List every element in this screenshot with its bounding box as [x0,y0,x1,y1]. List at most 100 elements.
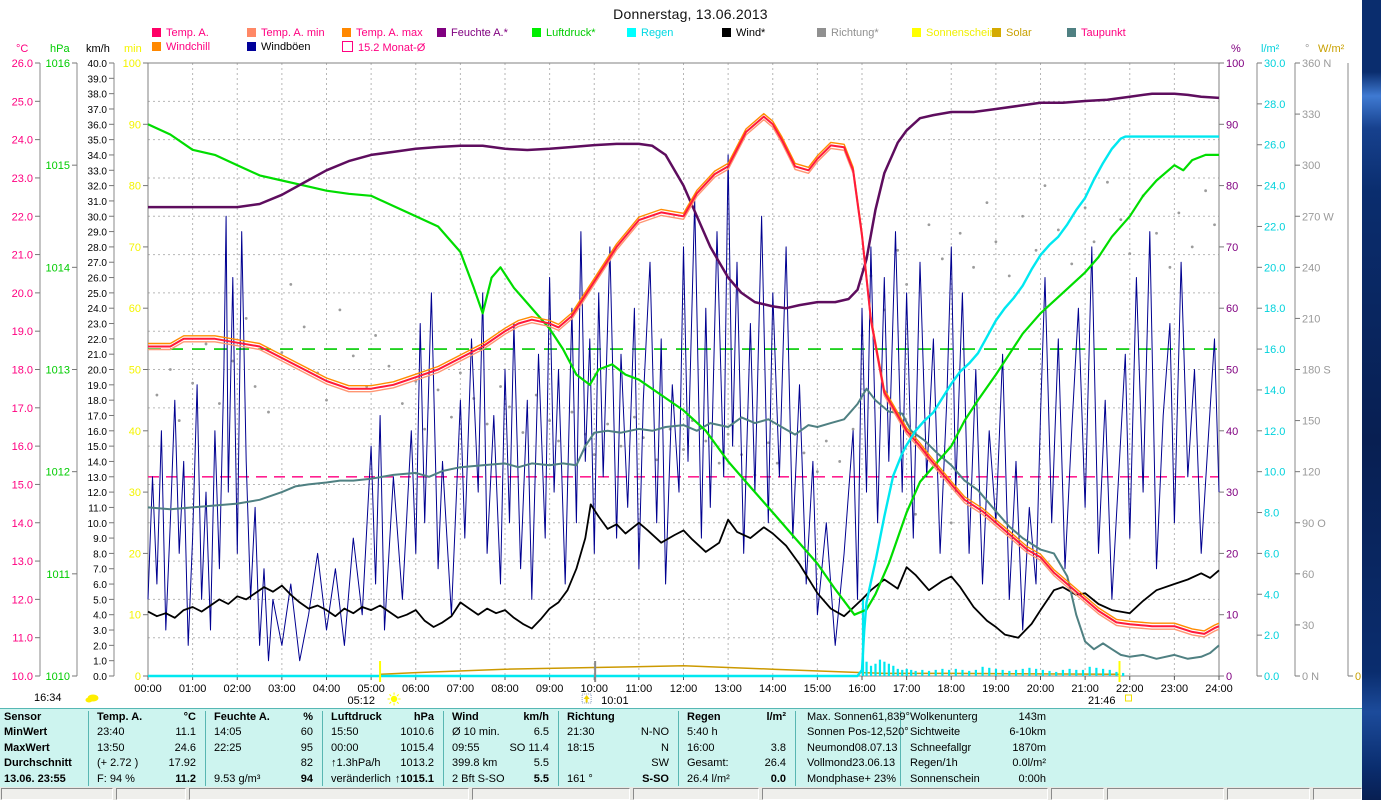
svg-text:24:00: 24:00 [1205,683,1233,695]
svg-text:29.0: 29.0 [88,228,108,239]
svg-text:70: 70 [129,242,141,254]
svg-text:20.0: 20.0 [1264,262,1285,274]
table-row-header: 13.06. 23:55 [4,772,66,785]
svg-text:37.0: 37.0 [88,105,108,116]
svg-text:32.0: 32.0 [88,182,108,193]
legend-swatch-icon [247,28,256,37]
svg-text:1.0: 1.0 [93,657,107,668]
column-unit: l/m² [766,711,786,723]
table-separator [795,711,796,786]
info-value: 143m [1018,711,1046,723]
svg-text:13.0: 13.0 [12,556,33,568]
svg-text:30.0: 30.0 [88,212,108,223]
cell-label: 21:30 [567,726,595,739]
table-row: (+ 2.72 ) 17.92 [90,756,203,771]
legend-item: Luftdruck* [532,27,596,39]
legend-item: Solar [992,27,1032,39]
svg-text:05:00: 05:00 [357,683,385,695]
svg-text:2.0: 2.0 [1264,630,1279,642]
table-row: Ø 10 min. 6.5 [445,725,556,740]
svg-text:1015: 1015 [46,160,70,172]
svg-text:38.0: 38.0 [88,90,108,101]
cell-label: Ø 10 min. [452,726,500,739]
info-row: Sonnen Pos -12,520° [800,725,909,740]
svg-text:13:00: 13:00 [714,683,742,695]
info-label: Wolkenunterg [910,711,978,723]
info-label: Max. Sonnen [807,711,872,723]
svg-text:24.0: 24.0 [12,135,33,147]
cell-value: 94 [300,772,313,785]
svg-text:16:00: 16:00 [848,683,876,695]
legend-item: Regen [627,27,673,39]
cell-value: S-SO [642,772,669,785]
column-unit: °C [183,711,196,723]
svg-text:16.0: 16.0 [12,441,33,453]
svg-text:23.0: 23.0 [88,320,108,331]
table-row-header: Sensor [4,711,42,723]
legend-swatch-icon [912,28,921,37]
svg-text:09:00: 09:00 [536,683,564,695]
info-row: Max. Sonnen 61,839° [800,710,910,725]
svg-text:°C: °C [16,43,28,55]
legend-swatch-icon [152,42,161,51]
info-label: Neumond [807,741,855,754]
table-column-header: Luftdruck hPa [324,710,441,725]
cell-value: 17.92 [168,757,196,770]
svg-text:8.0: 8.0 [1264,508,1279,520]
table-row: 09:55 SO 11.4 [445,741,556,756]
svg-text:14.0: 14.0 [88,457,108,468]
cell-value: 0.0 [770,772,786,785]
table-row: 16:00 3.8 [680,741,793,756]
cell-value: 5.5 [533,772,549,785]
legend-swatch-icon [342,28,351,37]
svg-text:1011: 1011 [46,569,70,581]
info-value: 61,839° [871,711,910,723]
status-bar [0,787,1362,800]
svg-text:300: 300 [1302,160,1320,172]
svg-text:11.0: 11.0 [12,633,33,645]
table-separator [558,711,559,786]
cell-value: 1010.6 [400,726,434,739]
svg-text:18.0: 18.0 [1264,303,1285,315]
legend-item: Temp. A. [152,27,209,39]
svg-text:13.0: 13.0 [88,473,108,484]
svg-text:26.0: 26.0 [88,274,108,285]
table-separator [678,711,679,786]
info-value: + 23% [864,772,897,785]
svg-text:36.0: 36.0 [88,120,108,131]
info-value: -12,520° [866,726,909,739]
svg-text:22.0: 22.0 [88,335,108,346]
table-row-header: Durchschnitt [4,757,72,770]
legend-item: Temp. A. min [247,27,325,39]
svg-text:6.0: 6.0 [93,580,107,591]
svg-text:90 O: 90 O [1302,518,1326,530]
legend-swatch-icon [817,28,826,37]
svg-text:12.0: 12.0 [88,488,108,499]
svg-text:10: 10 [1226,610,1238,622]
cell-label: 26.4 l/m² [687,772,730,785]
info-row: Regen/1h 0.0l/m² [903,756,1053,771]
cell-label: 2 Bft S-SO [452,772,505,785]
info-row: Wolkenunterg 143m [903,710,1053,725]
cell-label: veränderlich [331,772,391,785]
svg-text:0: 0 [1355,671,1361,683]
svg-text:12.0: 12.0 [1264,426,1285,438]
svg-text:03:00: 03:00 [268,683,296,695]
svg-text:31.0: 31.0 [88,197,108,208]
cell-value: 5.5 [533,757,549,770]
svg-text:210: 210 [1302,313,1320,325]
cell-value: 1013.2 [400,757,434,770]
svg-text:21:00: 21:00 [1071,683,1099,695]
table-row: 2 Bft S-SO 5.5 [445,772,556,787]
cell-value: N [661,741,669,754]
status-panel [188,788,469,800]
cell-label: 00:00 [331,741,359,754]
info-label: Sonnen Pos [807,726,867,739]
table-row: 82 [207,756,320,771]
table-row-header: MaxWert [4,741,50,754]
legend-swatch-icon [152,28,161,37]
svg-text:12:00: 12:00 [670,683,698,695]
svg-text:06:00: 06:00 [402,683,430,695]
cell-value: 26.4 [764,757,786,770]
